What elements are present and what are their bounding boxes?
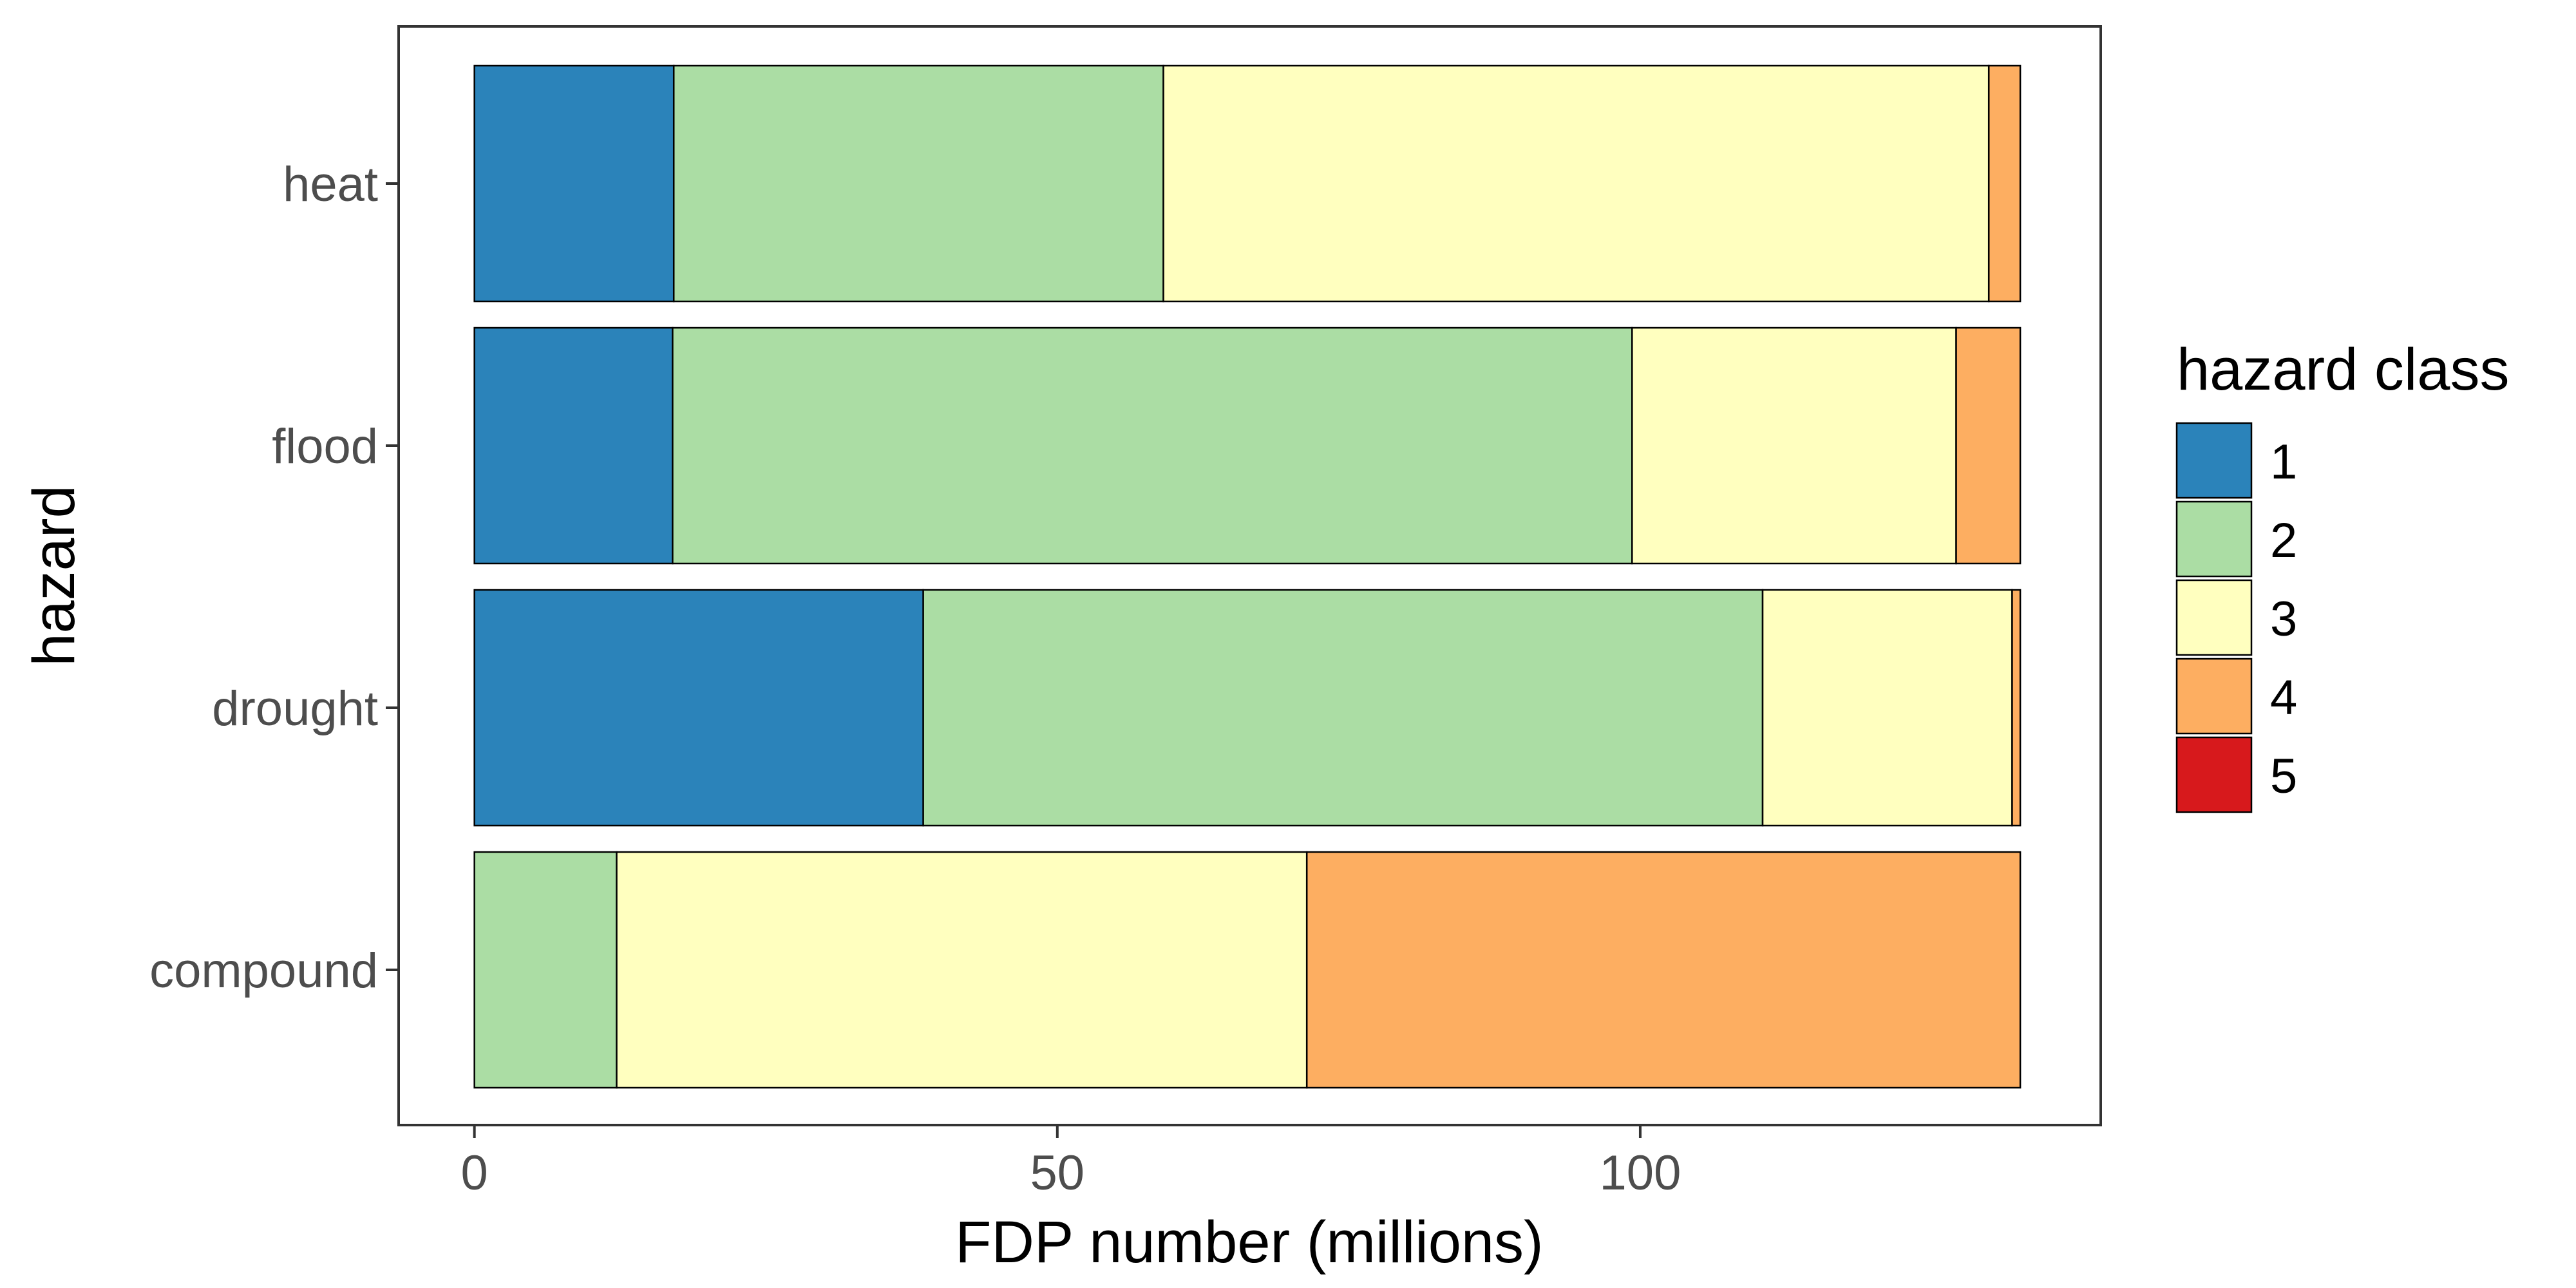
y-tick-label: heat [283,157,378,212]
legend-key [2175,500,2253,578]
x-tick-label: 100 [1600,1146,1681,1200]
bar-segment [473,589,924,827]
bar-segment [672,327,1633,565]
x-tick-label: 0 [461,1146,488,1200]
bar-segment [616,851,1308,1089]
legend-key [2175,736,2253,813]
legend-key [2175,658,2253,735]
y-tick-label: flood [272,419,378,474]
bar-segment [473,64,675,303]
x-tick-label: 50 [1030,1146,1085,1200]
y-tick-label: drought [212,681,378,736]
y-axis: heat flood drought compound [149,157,399,998]
legend-items: 1 2 3 4 5 [2175,422,2297,813]
bar-segment [1162,64,1990,303]
bar-segment [672,64,1164,303]
bars-group [473,64,2022,1089]
bar-segment [2011,589,2022,827]
legend: hazard class 1 2 3 4 5 [2175,337,2509,813]
legend-label: 5 [2270,749,2297,804]
legend-key [2175,422,2253,499]
bar-segment [1761,589,2013,827]
bar-segment [1955,327,2022,565]
x-axis-title: FDP number (millions) [955,1209,1543,1275]
legend-title: hazard class [2177,337,2509,402]
bar-segment [922,589,1764,827]
bar-segment [1631,327,1957,565]
legend-label: 4 [2270,670,2297,725]
x-axis: 0 50 100 [461,1125,1681,1200]
legend-label: 1 [2270,435,2297,489]
bar-segment [1987,64,2022,303]
bar-segment [473,851,618,1089]
bar-segment [1305,851,2022,1089]
y-tick-label: compound [149,943,378,998]
legend-key [2175,579,2253,656]
y-axis-title: hazard [21,485,87,666]
bar-segment [473,327,674,565]
legend-label: 2 [2270,513,2297,568]
legend-label: 3 [2270,592,2297,647]
